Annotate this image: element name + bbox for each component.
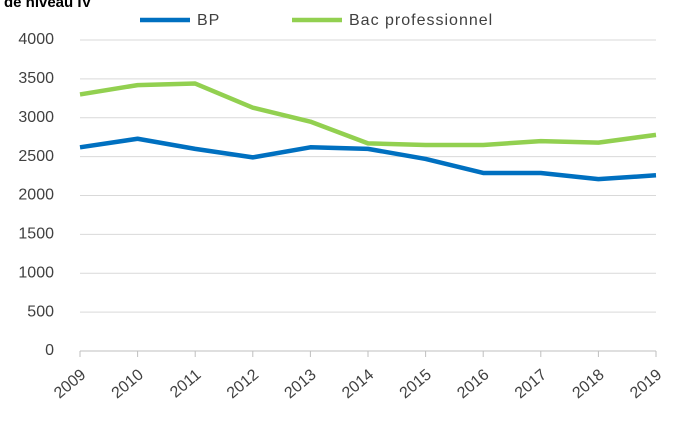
legend-label: Bac professionnel xyxy=(349,12,493,29)
chart-title: de niveau IV xyxy=(4,0,92,11)
x-tick-label: 2009 xyxy=(51,366,89,402)
line-series xyxy=(79,81,657,148)
x-tick-label: 2015 xyxy=(397,366,435,402)
y-tick-label: 1500 xyxy=(18,226,54,243)
x-tick-label: 2013 xyxy=(281,366,319,402)
x-tick-label: 2017 xyxy=(512,366,550,402)
x-tick-label: 2010 xyxy=(109,366,147,402)
line-series xyxy=(79,136,657,182)
y-tick-label: 0 xyxy=(45,342,54,359)
x-tick-label: 2018 xyxy=(569,366,607,402)
x-tick-label: 2011 xyxy=(167,366,204,401)
x-tick-label: 2019 xyxy=(627,366,665,402)
y-tick-label: 2000 xyxy=(18,187,54,204)
y-tick-label: 3500 xyxy=(18,70,54,87)
y-tick-label: 2500 xyxy=(18,148,54,165)
x-tick-label: 2016 xyxy=(454,366,492,402)
x-tick-label: 2012 xyxy=(224,366,262,402)
y-tick-label: 500 xyxy=(27,303,54,320)
y-tick-label: 3000 xyxy=(18,109,54,126)
x-tick-label: 2014 xyxy=(339,366,377,402)
y-tick-label: 1000 xyxy=(18,264,54,281)
legend-label: BP xyxy=(197,12,220,29)
y-tick-label: 4000 xyxy=(18,31,54,48)
